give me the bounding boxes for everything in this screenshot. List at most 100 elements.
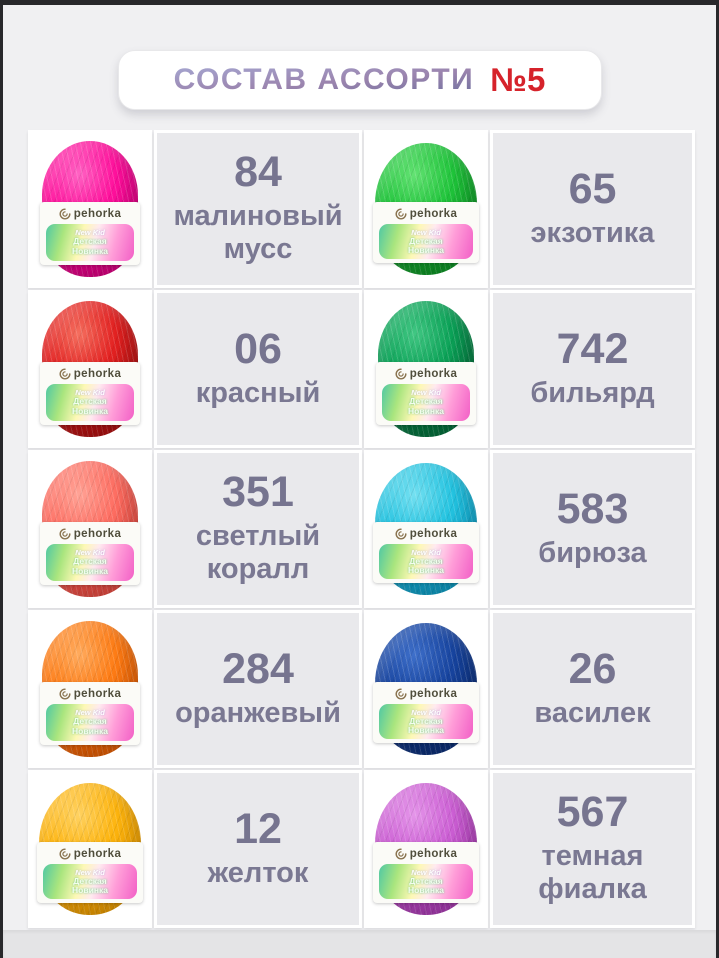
yarn-photo-cell: pehorka New Kid Детская Новинка	[28, 610, 152, 768]
yarn-photo-cell: pehorka New Kid Детская Новинка	[28, 450, 152, 608]
label-line-2: Новинка	[72, 405, 108, 416]
yarn-photo-cell: pehorka New Kid Детская Новинка	[364, 770, 488, 928]
yarn-photo-cell: pehorka New Kid Детская Новинка	[364, 130, 488, 288]
yarn-ball-logo-icon	[59, 368, 71, 380]
label-series-name: New Kid	[411, 388, 441, 398]
yarn-name: желток	[207, 856, 309, 889]
label-series-name: New Kid	[75, 388, 105, 398]
label-line-2: Новинка	[72, 725, 108, 736]
brand-name: pehorka	[73, 207, 122, 220]
label-rainbow: New Kid Детская Новинка	[46, 704, 134, 741]
yarn-skein: pehorka New Kid Детская Новинка	[373, 463, 479, 595]
label-line-1: Детская	[409, 715, 443, 726]
yarn-code: 84	[234, 147, 282, 196]
yarn-skein: pehorka New Kid Детская Новинка	[40, 301, 140, 437]
brand-name: pehorka	[409, 847, 458, 860]
yarn-name: василек	[534, 696, 651, 729]
yarn-ball-logo-icon	[59, 208, 71, 220]
yarn-ball-logo-icon	[59, 528, 71, 540]
brand-name: pehorka	[409, 527, 458, 540]
yarn-code: 351	[222, 467, 294, 516]
yarn-label: pehorka New Kid Детская Новинка	[40, 362, 140, 425]
label-series-name: New Kid	[75, 867, 105, 877]
assortment-number: №5	[490, 61, 546, 98]
yarn-ball-logo-icon	[59, 688, 71, 700]
yarn-info-cell: 65 экзотика	[490, 130, 695, 288]
label-line-2: Новинка	[72, 884, 108, 895]
yarn-skein: pehorka New Kid Детская Новинка	[40, 461, 140, 597]
yarn-skein: pehorka New Kid Детская Новинка	[373, 143, 479, 275]
yarn-info-cell: 583 бирюза	[490, 450, 695, 608]
yarn-info-cell: 06 красный	[154, 290, 362, 448]
brand-line: pehorka	[40, 202, 140, 223]
yarn-grid: pehorka New Kid Детская Новинка 84 малин…	[28, 130, 695, 928]
yarn-name: светлый коралл	[195, 519, 321, 586]
yarn-name: оранжевый	[175, 696, 341, 729]
yarn-label: pehorka New Kid Детская Новинка	[373, 842, 479, 904]
label-line-2: Новинка	[408, 244, 444, 255]
yarn-skein: pehorka New Kid Детская Новинка	[40, 621, 140, 757]
yarn-skein: pehorka New Kid Детская Новинка	[373, 623, 479, 755]
brand-name: pehorka	[409, 687, 458, 700]
label-series-name: New Kid	[411, 227, 441, 237]
brand-line: pehorka	[376, 362, 476, 383]
label-rainbow: New Kid Детская Новинка	[379, 544, 473, 580]
yarn-ball-logo-icon	[395, 688, 407, 700]
yarn-label: pehorka New Kid Детская Новинка	[376, 362, 476, 425]
label-line-1: Детская	[73, 556, 107, 567]
brand-name: pehorka	[409, 367, 458, 380]
header-pill: СОСТАВ АССОРТИ №5	[117, 50, 602, 110]
yarn-name: бирюза	[538, 536, 647, 569]
yarn-ball-logo-icon	[395, 368, 407, 380]
brand-line: pehorka	[37, 842, 143, 863]
yarn-label: pehorka New Kid Детская Новинка	[373, 522, 479, 584]
label-rainbow: New Kid Детская Новинка	[382, 384, 470, 421]
yarn-ball-logo-icon	[395, 848, 407, 860]
label-line-1: Детская	[73, 716, 107, 727]
brand-name: pehorka	[73, 527, 122, 540]
yarn-label: pehorka New Kid Детская Новинка	[37, 842, 143, 904]
yarn-ball-logo-icon	[395, 528, 407, 540]
brand-line: pehorka	[373, 522, 479, 543]
label-rainbow: New Kid Детская Новинка	[379, 864, 473, 900]
yarn-label: pehorka New Kid Детская Новинка	[40, 522, 140, 585]
yarn-photo-cell: pehorka New Kid Детская Новинка	[364, 450, 488, 608]
yarn-info-cell: 284 оранжевый	[154, 610, 362, 768]
label-series-name: New Kid	[411, 707, 441, 717]
label-rainbow: New Kid Детская Новинка	[379, 224, 473, 260]
yarn-code: 12	[234, 804, 282, 853]
yarn-ball-logo-icon	[395, 208, 407, 220]
yarn-photo-cell: pehorka New Kid Детская Новинка	[364, 290, 488, 448]
yarn-info-cell: 12 желток	[154, 770, 362, 928]
label-rainbow: New Kid Детская Новинка	[379, 704, 473, 740]
label-series-name: New Kid	[75, 708, 105, 718]
yarn-skein: pehorka New Kid Детская Новинка	[376, 301, 476, 437]
brand-line: pehorka	[373, 202, 479, 223]
yarn-skein: pehorka New Kid Детская Новинка	[37, 783, 143, 915]
yarn-name: малиновый мусс	[173, 199, 343, 266]
yarn-info-cell: 84 малиновый мусс	[154, 130, 362, 288]
yarn-label: pehorka New Kid Детская Новинка	[40, 202, 140, 265]
label-series-name: New Kid	[75, 548, 105, 558]
label-line-2: Новинка	[408, 724, 444, 735]
label-line-2: Новинка	[72, 565, 108, 576]
yarn-label: pehorka New Kid Детская Новинка	[373, 682, 479, 744]
bottom-strip	[3, 930, 716, 958]
brand-name: pehorka	[73, 687, 122, 700]
yarn-photo-cell: pehorka New Kid Детская Новинка	[28, 290, 152, 448]
label-line-1: Детская	[409, 555, 443, 566]
label-rainbow: New Kid Детская Новинка	[46, 544, 134, 581]
yarn-info-cell: 351 светлый коралл	[154, 450, 362, 608]
yarn-ball-logo-icon	[59, 848, 71, 860]
brand-line: pehorka	[40, 682, 140, 703]
yarn-code: 65	[568, 164, 617, 213]
yarn-name: красный	[195, 376, 321, 409]
label-rainbow: New Kid Детская Новинка	[43, 864, 137, 900]
yarn-photo-cell: pehorka New Kid Детская Новинка	[28, 770, 152, 928]
label-line-2: Новинка	[408, 884, 444, 895]
assortment-title: СОСТАВ АССОРТИ	[173, 63, 475, 96]
yarn-label: pehorka New Kid Детская Новинка	[40, 682, 140, 745]
yarn-photo-cell: pehorka New Kid Детская Новинка	[364, 610, 488, 768]
yarn-code: 567	[556, 787, 629, 836]
